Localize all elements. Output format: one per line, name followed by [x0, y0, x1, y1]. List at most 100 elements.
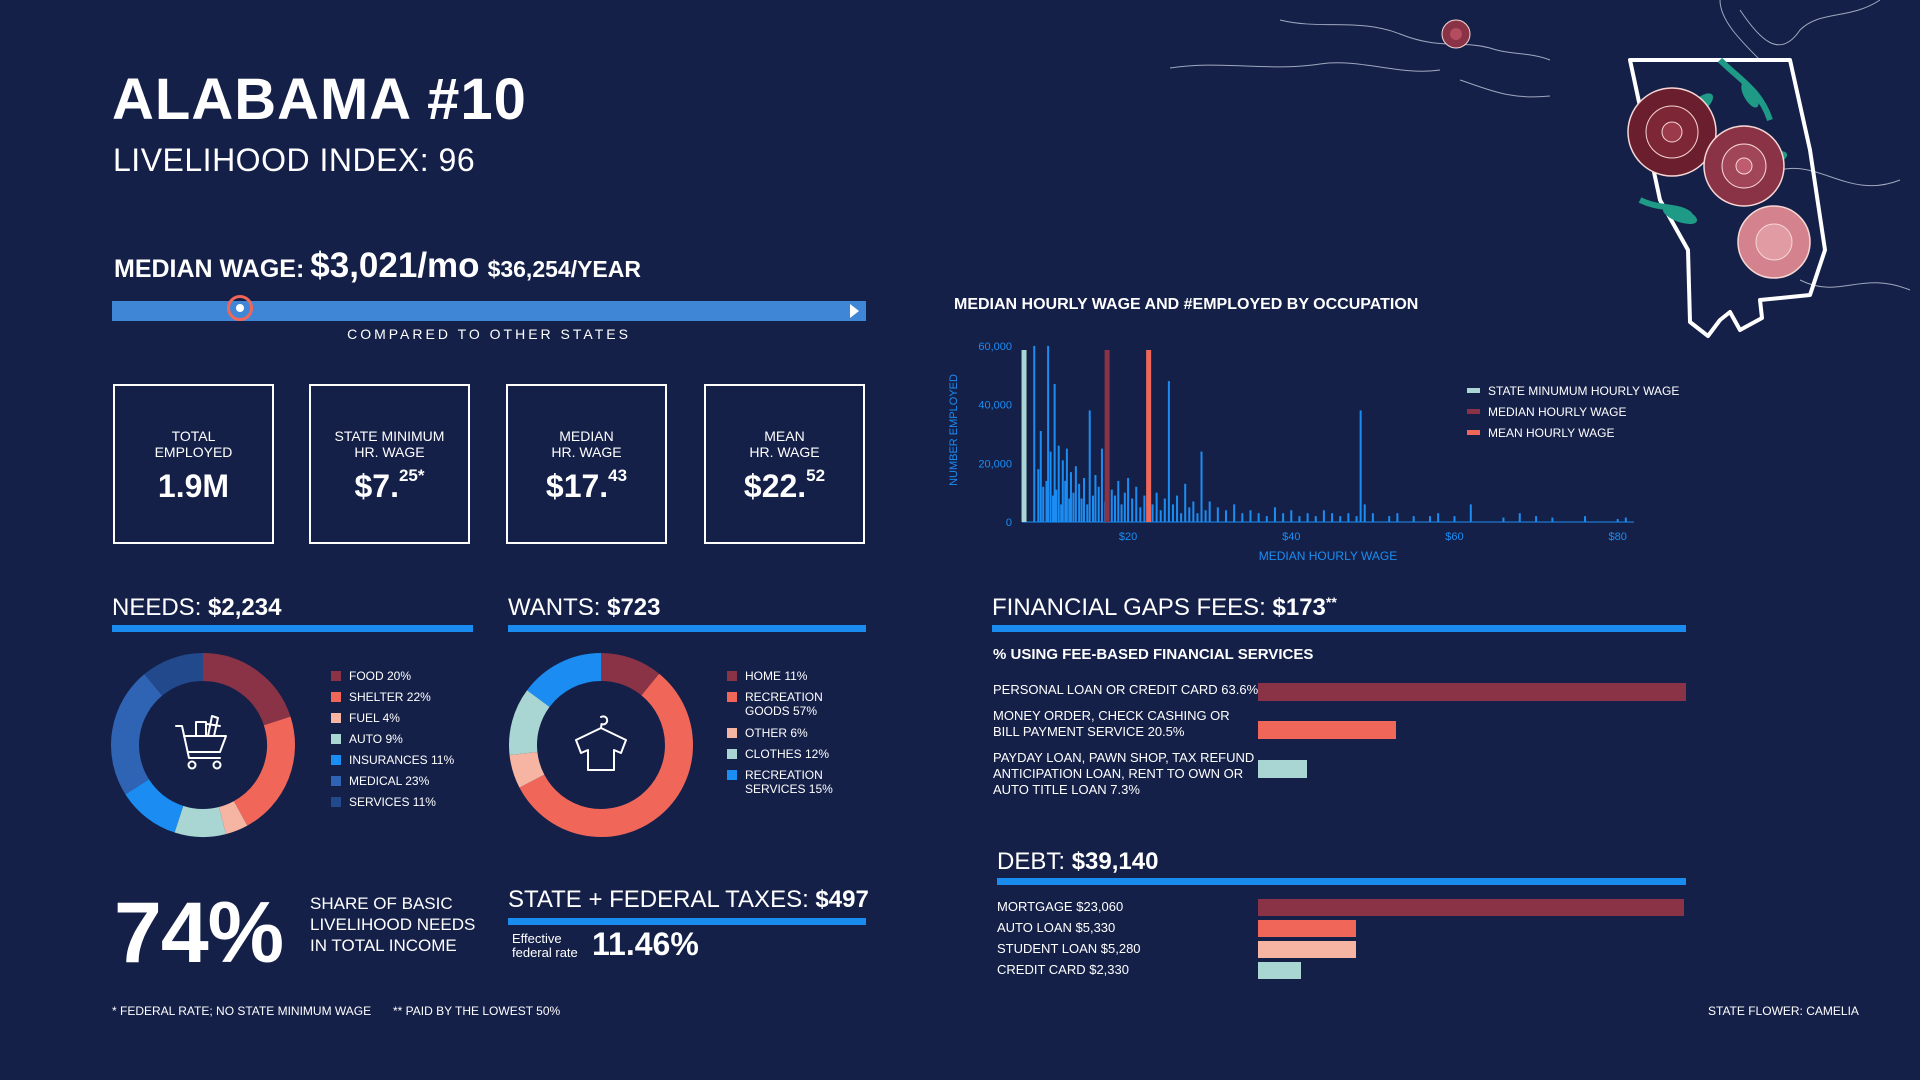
occupation-bar [1086, 504, 1089, 522]
occupation-bar [1298, 516, 1301, 522]
occupation-bar [1339, 516, 1342, 522]
occupation-bar [1033, 345, 1036, 522]
footnote-min-wage: * FEDERAL RATE; NO STATE MINIMUM WAGE [112, 1004, 372, 1018]
stat-value: 1.9M [157, 468, 230, 504]
legend-swatch [331, 755, 341, 765]
legend-item: INSURANCES 11% [349, 753, 455, 767]
occupation-bar [1412, 516, 1415, 522]
median-wage-yearly: $36,254/YEAR [487, 256, 641, 282]
donut-slice-other [509, 751, 545, 788]
occupation-bar [1216, 507, 1219, 522]
occupation-bar [1200, 451, 1203, 522]
occupation-bar [1453, 516, 1456, 522]
occupation-bar [1388, 516, 1391, 522]
needs-donut-chart [111, 653, 295, 837]
share-caption-line: LIVELIHOOD NEEDS [310, 915, 476, 934]
occupation-bar [1094, 475, 1097, 522]
state-comparison-bar [112, 301, 866, 321]
occupation-bar [1167, 381, 1170, 522]
taxes-label: STATE + FEDERAL TAXES: [508, 886, 809, 913]
occupation-bar [1097, 486, 1100, 522]
occupation-bar [1208, 501, 1211, 522]
taxes-value: $497 [815, 886, 869, 913]
legend-swatch [727, 749, 737, 759]
debt-label-item: AUTO LOAN $5,330 [997, 920, 1116, 935]
donut-slice-services [144, 653, 204, 697]
financial-gaps-value: $173 [1272, 594, 1326, 621]
donut-slice-clothes [509, 690, 550, 755]
y-axis-label: NUMBER EMPLOYED [948, 374, 960, 486]
occupation-bar [1192, 501, 1195, 522]
needs-label: NEEDS: [112, 594, 202, 621]
stat-label: EMPLOYED [154, 444, 233, 460]
legend-swatch [1467, 409, 1480, 414]
needs-value: $2,234 [208, 594, 282, 621]
median-wage-heading: MEDIAN WAGE: $3,021/mo $36,254/YEAR [114, 246, 641, 286]
legend-swatch [1467, 430, 1480, 435]
legend-item: SERVICES 11% [349, 795, 436, 809]
wants-label: WANTS: [508, 594, 601, 621]
occupation-bar [1176, 495, 1179, 522]
occupation-bar [1180, 513, 1183, 522]
stat-label: MEDIAN [559, 428, 614, 444]
occupation-bar [1196, 513, 1199, 522]
occupation-bar [1155, 492, 1158, 522]
legend-swatch [727, 770, 737, 780]
fee-service-bar [1258, 721, 1396, 739]
occupation-bar [1314, 516, 1317, 522]
occupation-bar [1469, 504, 1472, 522]
donut-slice-recreation-services [527, 653, 602, 708]
wants-underline [508, 625, 866, 632]
stat-box-min-wage: STATE MINIMUM HR. WAGE $7.25* [309, 384, 470, 544]
donut-slice-shelter [233, 716, 295, 826]
x-axis-label: MEDIAN HOURLY WAGE [1259, 549, 1397, 563]
debt-bar [1258, 962, 1302, 979]
financial-gaps-sup: ** [1325, 594, 1337, 610]
x-tick-label: $60 [1445, 531, 1463, 543]
occupation-bar [1055, 489, 1058, 522]
t-shirt-icon [575, 715, 627, 771]
occupation-bar [1163, 498, 1166, 522]
stat-box-median-wage: MEDIAN HR. WAGE $17.43 [506, 384, 667, 544]
occupation-bar [1127, 477, 1130, 522]
fee-service-bar [1258, 683, 1686, 701]
y-tick-label: 20,000 [978, 458, 1012, 470]
occupation-bar [1065, 448, 1068, 522]
occupation-bar [1171, 504, 1174, 522]
occupation-bar [1249, 510, 1252, 522]
wants-heading: WANTS: $723 [508, 594, 661, 622]
occupation-bar [1110, 489, 1113, 522]
taxes-heading: STATE + FEDERAL TAXES: $497 [508, 886, 869, 914]
share-caption: SHARE OF BASIC LIVELIHOOD NEEDS IN TOTAL… [310, 893, 475, 956]
shopping-cart-icon [175, 715, 227, 770]
donut-slice-insurances [125, 778, 184, 833]
occupation-bar [1204, 510, 1207, 522]
debt-label-item: MORTGAGE $23,060 [997, 899, 1124, 914]
state-rank-marker [227, 295, 254, 321]
debt-bar [1258, 899, 1684, 916]
occupation-bar [1135, 486, 1138, 522]
debt-label-item: CREDIT CARD $2,330 [997, 962, 1129, 977]
legend-item: RECREATION GOODS 57% [745, 690, 823, 718]
reference-line [1021, 350, 1027, 522]
legend-item: OTHER 6% [745, 726, 808, 740]
x-tick-label: $20 [1119, 531, 1137, 543]
occupation-bar [1429, 516, 1431, 522]
occupation-bar [1088, 410, 1091, 522]
legend-swatch [727, 692, 737, 702]
occupation-bar [1100, 448, 1103, 522]
wants-value: $723 [607, 594, 661, 621]
donut-slice-fuel [218, 800, 248, 835]
legend-item: HOME 11% [745, 669, 808, 683]
occupation-bar [1039, 431, 1042, 522]
stat-label: HR. WAGE [354, 444, 425, 460]
effective-rate-line: federal rate [512, 945, 578, 960]
stat-label: TOTAL [171, 428, 216, 444]
legend-swatch [727, 671, 737, 681]
donut-slice-food [202, 653, 291, 726]
occupation-bar [1359, 410, 1362, 522]
occupation-bar [1064, 480, 1067, 522]
river-lines [1169, 0, 1911, 291]
occupation-bar [1355, 516, 1358, 522]
stat-value: $7. [354, 468, 399, 504]
